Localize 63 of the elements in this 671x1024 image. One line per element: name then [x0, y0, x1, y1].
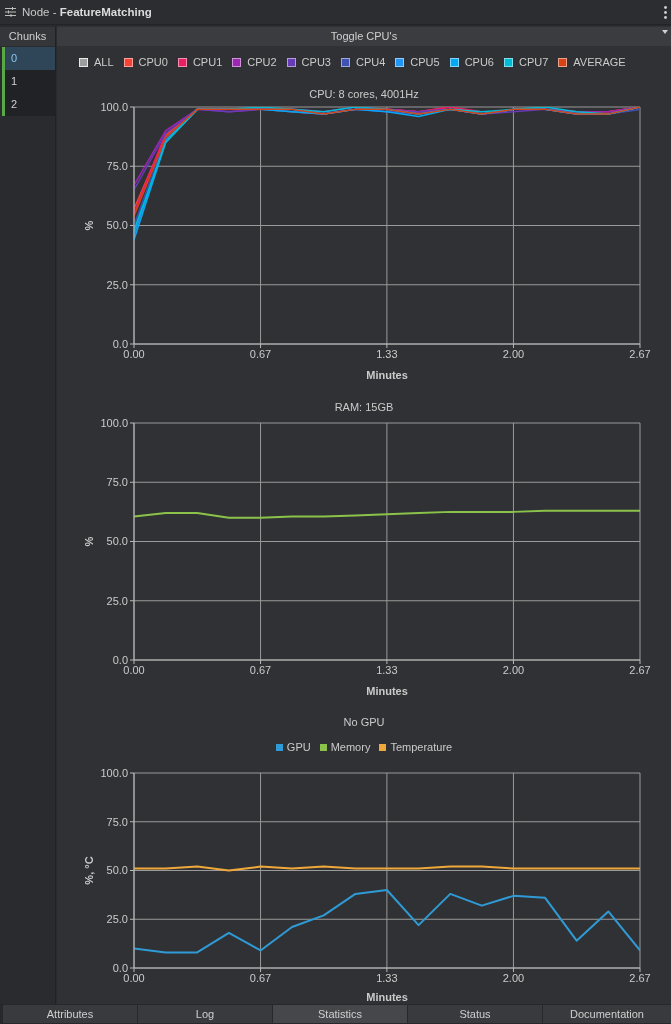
y-tick-label: 0.0: [112, 653, 128, 666]
legend-label: CPU1: [192, 56, 223, 68]
y-tick-label: 50.0: [106, 864, 128, 877]
y-tick-label: 75.0: [106, 160, 128, 173]
text: Log: [138, 1007, 272, 1021]
text: 1: [11, 74, 18, 88]
x-tick-label: 0.67: [249, 663, 272, 676]
x-axis-title: Minutes: [366, 685, 408, 697]
text: Node - FeatureMatching: [22, 6, 152, 18]
legend-label: CPU6: [464, 56, 494, 68]
text: 0: [11, 51, 18, 65]
x-tick-label: 2.00: [502, 347, 525, 360]
legend-label: Temperature: [390, 741, 453, 753]
y-tick-label: 100.0: [100, 100, 128, 113]
legend-label: CPU7: [518, 56, 549, 68]
legend-label: CPU5: [410, 56, 440, 68]
x-axis-title: Minutes: [366, 369, 408, 381]
y-tick-label: 25.0: [106, 594, 128, 607]
legend-label: CPU0: [138, 56, 168, 68]
y-tick-label: 50.0: [106, 219, 128, 232]
chart-title: No GPU: [342, 716, 386, 729]
x-tick-label: 2.67: [629, 347, 651, 360]
x-tick-label: 0.67: [249, 347, 272, 360]
x-tick-label: 1.33: [376, 663, 398, 676]
y-axis-title: %: [82, 220, 95, 231]
text: Status: [408, 1007, 542, 1021]
chart-title: RAM: 15GB: [333, 401, 395, 414]
y-tick-label: 100.0: [100, 766, 128, 779]
x-tick-label: 2.67: [629, 663, 651, 676]
text: Documentation: [543, 1007, 671, 1021]
text: 2: [11, 97, 18, 111]
legend-label: GPU: [286, 741, 311, 753]
y-tick-label: 0.0: [112, 961, 128, 974]
y-tick-label: 75.0: [106, 476, 128, 489]
x-tick-label: 0.00: [123, 663, 145, 676]
legend-label: Memory: [330, 741, 371, 753]
x-tick-label: 1.33: [376, 347, 398, 360]
legend-label: AVERAGE: [573, 56, 626, 68]
y-axis-title: %: [82, 536, 95, 547]
y-tick-label: 75.0: [106, 815, 128, 828]
y-tick-label: 25.0: [106, 278, 128, 291]
legend-label: CPU2: [247, 56, 277, 68]
text: Toggle CPU's: [57, 30, 671, 43]
y-tick-label: 50.0: [106, 535, 128, 548]
x-tick-label: 2.00: [502, 663, 525, 676]
x-tick-label: 0.67: [249, 971, 272, 984]
y-tick-label: 0.0: [112, 337, 128, 350]
chart-title: CPU: 8 cores, 4001Hz: [308, 88, 420, 101]
y-tick-label: 100.0: [100, 416, 128, 429]
text: Attributes: [3, 1007, 137, 1021]
legend-label: CPU3: [301, 56, 331, 68]
legend-label: CPU4: [355, 56, 386, 68]
y-tick-label: 25.0: [106, 913, 128, 926]
text: Statistics: [273, 1007, 407, 1021]
y-axis-title: %, °C: [82, 856, 95, 885]
x-tick-label: 1.33: [376, 971, 398, 984]
x-tick-label: 2.00: [502, 971, 525, 984]
legend-title: ALL: [94, 56, 114, 68]
x-axis-title: Minutes: [366, 991, 408, 1003]
x-tick-label: 2.67: [629, 971, 651, 984]
x-tick-label: 0.00: [123, 971, 145, 984]
text: Chunks: [0, 27, 55, 46]
x-tick-label: 0.00: [123, 347, 145, 360]
